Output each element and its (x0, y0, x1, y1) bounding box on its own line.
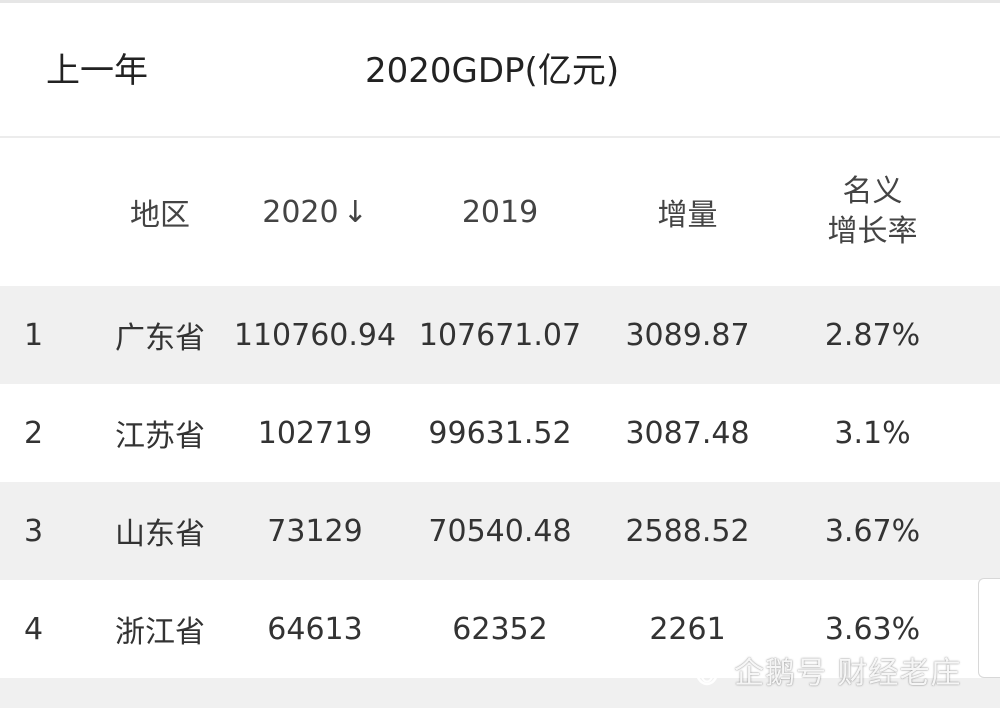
rank-cell: 1 (24, 317, 44, 353)
rank-cell: 3 (24, 513, 44, 549)
table-row[interactable]: 4 浙江省 64613 62352 2261 3.63% (0, 580, 1000, 678)
region-cell: 山东省 (115, 517, 205, 552)
header-increase[interactable]: 增量 (657, 198, 718, 233)
gdp-2020-cell: 64613 (267, 611, 363, 647)
watermark: 企鹅号 财经老庄 (690, 648, 962, 692)
header-rate-line2: 增长率 (827, 214, 918, 249)
previous-year-button[interactable]: 上一年 (46, 51, 148, 91)
sort-desc-icon: ↓ (342, 194, 368, 230)
header-growth-rate[interactable]: 名义 增长率 (775, 138, 970, 286)
table-header: 地区 2020 ↓ 2019 增量 名义 增长率 (0, 138, 1000, 286)
region-cell: 浙江省 (115, 615, 205, 650)
penguin-icon (695, 658, 719, 686)
gdp-table: 地区 2020 ↓ 2019 增量 名义 增长率 1 广东省 110760.94… (0, 138, 1000, 708)
gdp-2019-cell: 70540.48 (428, 513, 572, 549)
gdp-2019-cell: 62352 (452, 611, 548, 647)
table-row[interactable]: 2 江苏省 102719 99631.52 3087.48 3.1% (0, 384, 1000, 482)
gdp-2020-cell: 73129 (267, 513, 363, 549)
increase-cell: 3089.87 (625, 317, 750, 353)
region-cell: 广东省 (115, 321, 205, 356)
header-rate-line1: 名义 (842, 174, 903, 209)
table-row[interactable]: 1 广东省 110760.94 107671.07 3089.87 2.87% (0, 286, 1000, 384)
increase-cell: 3087.48 (625, 415, 750, 451)
rank-cell: 2 (24, 415, 44, 451)
top-divider (0, 0, 1000, 3)
gdp-2020-cell: 102719 (257, 415, 373, 451)
header-region[interactable]: 地区 (130, 198, 190, 233)
increase-cell: 2588.52 (625, 513, 750, 549)
gdp-2019-cell: 99631.52 (428, 415, 572, 451)
page-title: 2020GDP(亿元) (365, 51, 620, 91)
rate-cell: 3.1% (834, 415, 911, 451)
rate-cell: 3.67% (824, 513, 921, 549)
rank-cell: 4 (24, 611, 44, 647)
table-row-partial[interactable] (0, 678, 1000, 708)
gdp-2019-cell: 107671.07 (418, 317, 582, 353)
header-2019[interactable]: 2019 (461, 194, 539, 230)
table-row[interactable]: 3 山东省 73129 70540.48 2588.52 3.67% (0, 482, 1000, 580)
top-bar: 上一年 2020GDP(亿元) (0, 3, 1000, 138)
header-2020-label: 2020 (262, 194, 339, 230)
watermark-text: 企鹅号 财经老庄 (734, 656, 962, 691)
increase-cell: 2261 (649, 611, 726, 647)
rate-cell: 3.63% (824, 611, 921, 647)
header-rank (0, 138, 60, 286)
scroll-handle[interactable] (978, 578, 1000, 678)
rate-cell: 2.87% (824, 317, 921, 353)
gdp-2020-cell: 110760.94 (233, 317, 397, 353)
header-2020-sort[interactable]: 2020 ↓ (230, 138, 400, 286)
region-cell: 江苏省 (115, 419, 205, 454)
